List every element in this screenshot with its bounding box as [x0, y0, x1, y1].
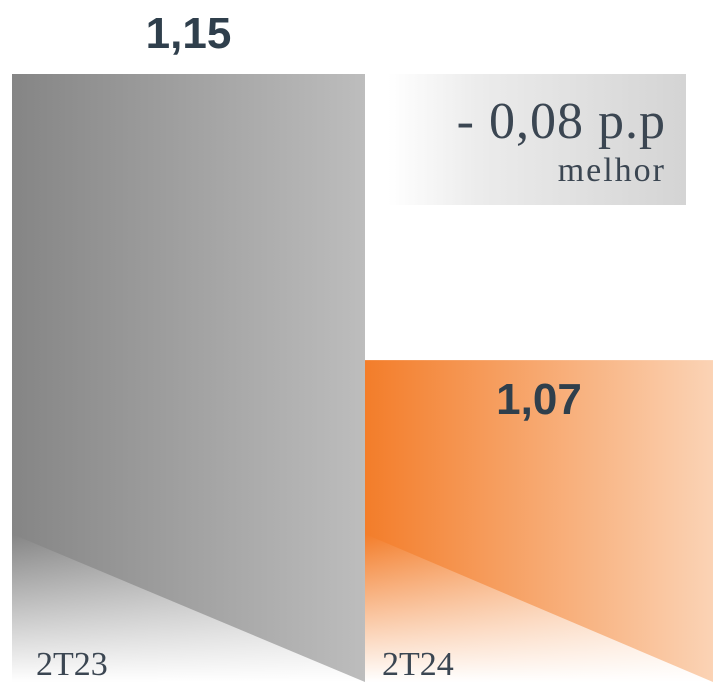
category-label-2t23: 2T23: [36, 646, 108, 683]
delta-value: - 0,08 p.p: [456, 93, 666, 150]
category-label-2t24: 2T24: [382, 646, 454, 683]
value-label-2t24: 1,07: [496, 375, 582, 424]
bar-floor-shading: [12, 534, 365, 682]
bar-floor-shading: [365, 534, 713, 682]
delta-note: melhor: [557, 152, 666, 189]
value-label-2t23: 1,15: [145, 9, 232, 58]
delta-annotation: - 0,08 p.p melhor: [388, 74, 686, 205]
